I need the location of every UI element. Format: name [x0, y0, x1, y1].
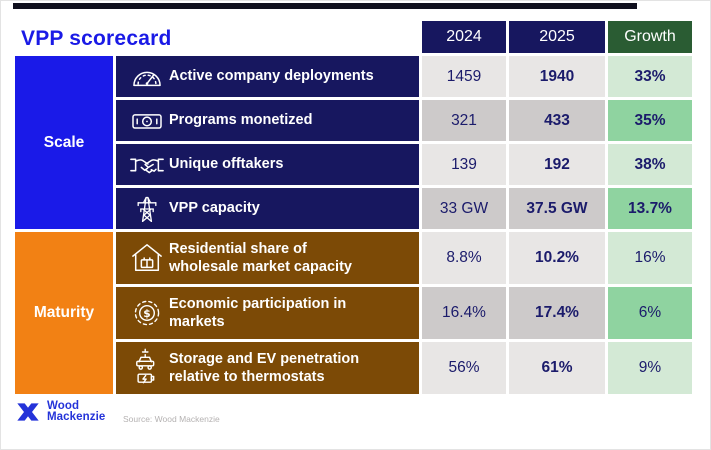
scorecard-table: 2024 2025 Growth Scale Maturity Active c… — [15, 21, 692, 394]
column-header-2025: 2025 — [509, 21, 605, 53]
group-label-scale: Scale — [15, 56, 113, 229]
metric-label: Programs monetized — [169, 112, 313, 129]
metric-label: Economic participation in markets — [169, 295, 347, 330]
column-header-growth: Growth — [608, 21, 692, 53]
value-2024: 8.8% — [422, 232, 506, 284]
value-2024: 321 — [422, 100, 506, 141]
metric-label: Residential share of wholesale market ca… — [169, 240, 352, 275]
metric-label: Unique offtakers — [169, 156, 284, 173]
table-row-metric: $ Economic participation in markets — [116, 287, 419, 339]
value-2024: 1459 — [422, 56, 506, 97]
top-divider-rule — [13, 3, 637, 9]
value-growth: 16% — [608, 232, 692, 284]
home-energy-icon — [125, 242, 169, 274]
value-2025: 1940 — [509, 56, 605, 97]
handshake-icon — [125, 152, 169, 178]
value-growth: 9% — [608, 342, 692, 394]
column-header-2024: 2024 — [422, 21, 506, 53]
value-2024: 139 — [422, 144, 506, 185]
wood-mackenzie-wordmark: Wood Mackenzie — [47, 400, 106, 423]
gauge-icon — [125, 63, 169, 91]
value-2025: 192 — [509, 144, 605, 185]
page-title: VPP scorecard — [21, 27, 172, 50]
value-2025: 10.2% — [509, 232, 605, 284]
value-growth: 6% — [608, 287, 692, 339]
value-2024: 56% — [422, 342, 506, 394]
value-2025: 37.5 GW — [509, 188, 605, 229]
value-2024: 33 GW — [422, 188, 506, 229]
value-growth: 13.7% — [608, 188, 692, 229]
ev-battery-icon — [125, 347, 169, 389]
metric-label: Storage and EV penetration relative to t… — [169, 350, 360, 385]
value-2025: 17.4% — [509, 287, 605, 339]
logo-line-1: Wood — [47, 400, 80, 412]
value-2025: 61% — [509, 342, 605, 394]
table-row-metric: Active company deployments — [116, 56, 419, 97]
wood-mackenzie-mark-icon — [17, 403, 39, 421]
metric-label: VPP capacity — [169, 200, 260, 217]
wood-mackenzie-logo: Wood Mackenzie — [16, 400, 105, 424]
source-note: Source: Wood Mackenzie — [123, 414, 220, 424]
table-row-metric: Storage and EV penetration relative to t… — [116, 342, 419, 394]
logo-line-2: Mackenzie — [47, 411, 106, 423]
table-row-metric: VPP capacity — [116, 188, 419, 229]
value-growth: 38% — [608, 144, 692, 185]
table-row-metric: Programs monetized — [116, 100, 419, 141]
value-growth: 33% — [608, 56, 692, 97]
transmission-tower-icon — [125, 194, 169, 224]
banknote-icon — [125, 107, 169, 135]
metric-label: Active company deployments — [169, 68, 374, 85]
gear-dollar-icon: $ — [125, 297, 169, 329]
svg-text:$: $ — [143, 307, 150, 320]
value-growth: 35% — [608, 100, 692, 141]
group-label-maturity: Maturity — [15, 232, 113, 394]
table-row-metric: Unique offtakers — [116, 144, 419, 185]
table-row-metric: Residential share of wholesale market ca… — [116, 232, 419, 284]
value-2024: 16.4% — [422, 287, 506, 339]
value-2025: 433 — [509, 100, 605, 141]
